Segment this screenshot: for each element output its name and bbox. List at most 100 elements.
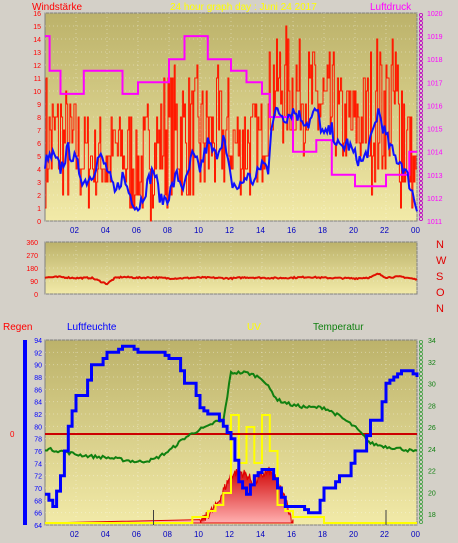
temperature-scale-ring	[418, 451, 423, 456]
direction-tick-label: 180	[26, 266, 38, 273]
pressure-scale-ring	[418, 140, 423, 145]
x-tick-label: 00	[411, 226, 420, 235]
pressure-scale-ring	[418, 105, 423, 110]
wind-tick-label: 16	[33, 11, 41, 18]
x-tick-label: 20	[349, 530, 358, 539]
temperature-scale-ring	[418, 355, 423, 360]
pressure-scale-ring	[418, 109, 423, 114]
wind-tick-label: 8	[37, 115, 41, 122]
temperature-scale-ring	[418, 423, 423, 428]
x-tick-label: 16	[287, 530, 296, 539]
temperature-scale-ring	[418, 347, 423, 352]
wind-tick-label: 9	[37, 102, 41, 109]
wind-tick-label: 13	[33, 50, 41, 57]
pressure-scale-ring	[418, 57, 423, 62]
temperature-scale-ring	[418, 363, 423, 368]
pressure-scale-ring	[418, 200, 423, 205]
pressure-scale-ring	[418, 97, 423, 102]
wind-tick-label: 11	[34, 76, 41, 83]
temperature-scale-ring	[418, 487, 423, 492]
humidity-tick-label: 76	[34, 449, 42, 456]
pressure-scale-ring	[418, 152, 423, 157]
x-tick-label: 14	[256, 226, 265, 235]
uv-line	[45, 414, 417, 524]
chart-title: 24 hour graph day : Juni 24 2017	[170, 2, 317, 13]
pressure-scale-ring	[418, 81, 423, 86]
pressure-scale-ring	[418, 216, 423, 221]
humidity-tick-label: 82	[34, 412, 42, 419]
temperature-scale-ring	[418, 411, 423, 416]
humidity-tick-label: 84	[34, 400, 42, 407]
compass-label: O	[436, 287, 445, 299]
x-tick-label: 00	[411, 530, 420, 539]
pressure-scale-ring	[418, 37, 423, 42]
pressure-scale-ring	[418, 136, 423, 141]
wind-tick-label: 15	[33, 24, 41, 31]
temperature-scale-ring	[418, 375, 423, 380]
wind-tick-label: 2	[37, 193, 41, 200]
direction-axis-ticks: 0 90 180 270 360	[26, 240, 38, 299]
x-tick-label: 16	[287, 226, 296, 235]
temperature-scale-ring	[418, 399, 423, 404]
x-tick-label: 14	[256, 530, 265, 539]
x-tick-label: 06	[132, 530, 141, 539]
wind-tick-label: 1	[37, 206, 41, 213]
x-tick-label: 10	[194, 530, 203, 539]
pressure-scale-ring	[418, 69, 423, 74]
temperature-scale-ring	[418, 379, 423, 384]
pressure-scale-ring	[418, 172, 423, 177]
wind-tick-label: 12	[33, 63, 41, 70]
pressure-tick-label: 1015	[427, 127, 443, 134]
temperature-scale-ring	[418, 475, 423, 480]
temperature-line	[44, 369, 418, 464]
x-tick-label: 20	[349, 226, 358, 235]
temperature-scale-ring	[418, 503, 423, 508]
pressure-scale-ring	[418, 113, 423, 118]
pressure-tick-label: 1013	[427, 173, 443, 180]
pressure-scale-ring	[418, 212, 423, 217]
wind-gust-line	[45, 25, 417, 222]
wind-average-line	[44, 106, 418, 213]
pressure-scale-ring	[418, 20, 423, 25]
temperature-tick-label: 32	[428, 360, 436, 367]
pressure-scale-ring	[418, 33, 423, 38]
pressure-scale-ring	[418, 128, 423, 133]
humidity-tick-label: 88	[34, 375, 42, 382]
pressure-tick-label: 1017	[427, 80, 443, 87]
direction-tick-label: 0	[34, 292, 38, 299]
humidity-tick-label: 86	[34, 387, 42, 394]
wind-direction-line	[44, 272, 418, 286]
wind-tick-label: 10	[33, 89, 41, 96]
pressure-scale-ring	[418, 12, 423, 17]
temperature-legend: Temperatur	[313, 322, 364, 333]
direction-tick-label: 90	[30, 279, 38, 286]
temperature-scale-ring	[418, 479, 423, 484]
pressure-legend: Luftdruck	[370, 2, 412, 13]
pressure-scale-ring	[418, 49, 423, 54]
temperature-scale-ring	[418, 455, 423, 460]
pressure-scale-ring	[418, 93, 423, 98]
pressure-scale-ring	[418, 77, 423, 82]
x-tick-label: 22	[380, 226, 389, 235]
temperature-scale-ring	[418, 383, 423, 388]
temperature-scale-ring	[418, 491, 423, 496]
temperature-scale-ring	[418, 516, 423, 521]
temperature-tick-label: 18	[428, 512, 436, 519]
temperature-scale-ring	[418, 343, 423, 348]
temperature-tick-label: 28	[428, 403, 436, 410]
pressure-scale-ring	[418, 180, 423, 185]
rain-legend: Regen	[3, 322, 32, 333]
humidity-tick-label: 78	[34, 437, 42, 444]
temperature-scale-ring	[418, 443, 423, 448]
uv-legend: UV	[247, 322, 261, 333]
temperature-scale-ring	[418, 512, 423, 517]
pressure-scale-ring	[418, 53, 423, 58]
temperature-scale-ring	[418, 507, 423, 512]
pressure-scale-ring	[418, 176, 423, 181]
wind-tick-label: 4	[37, 167, 41, 174]
x-tick-label: 12	[225, 530, 234, 539]
wind-tick-label: 0	[37, 219, 41, 226]
x-tick-label: 08	[163, 530, 172, 539]
pressure-scale-ring	[418, 41, 423, 46]
wind-legend: Windstärke	[32, 2, 82, 13]
